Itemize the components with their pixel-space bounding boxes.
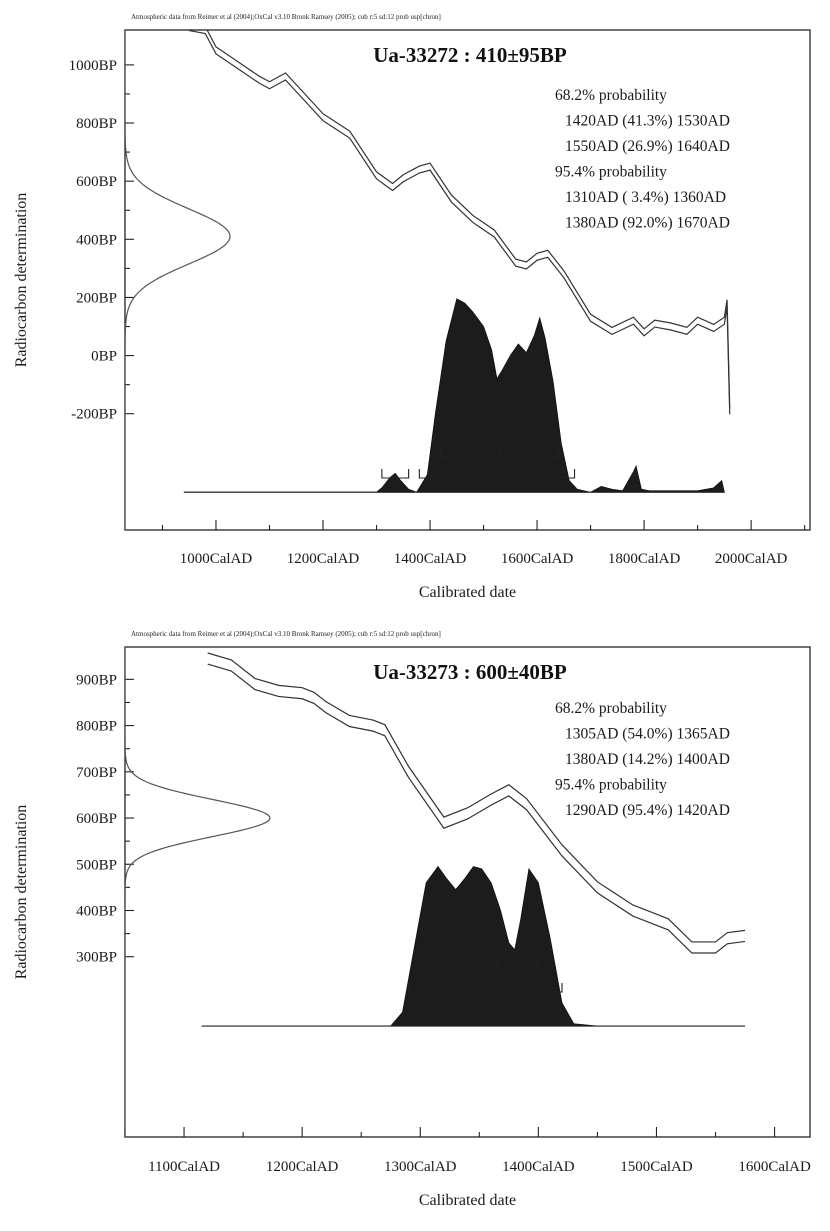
x-axis-title: Calibrated date xyxy=(419,584,516,601)
y-tick-label: 900BP xyxy=(76,672,117,688)
two-sigma-range xyxy=(407,983,563,993)
x-tick-label: 1800CalAD xyxy=(608,551,681,567)
y-tick-label: 400BP xyxy=(76,903,117,919)
calibration-curve-upper xyxy=(206,30,731,408)
probability-range-label: 1380AD (92.0%) 1670AD xyxy=(565,215,730,232)
y-tick-label: 800BP xyxy=(76,719,117,735)
one-sigma-range xyxy=(509,449,560,459)
one-sigma-range xyxy=(425,957,498,967)
y-tick-label: 600BP xyxy=(76,174,117,190)
y-tick-label: 700BP xyxy=(76,765,117,781)
x-tick-label: 1400CalAD xyxy=(394,551,467,567)
x-tick-label: 1600CalAD xyxy=(738,1159,811,1175)
one-sigma-range xyxy=(440,449,501,459)
calibration-curve-lower xyxy=(207,663,746,954)
probability-range-label: 1420AD (41.3%) 1530AD xyxy=(565,113,730,130)
data-credit: Atmospheric data from Reimer et al (2004… xyxy=(131,630,441,638)
probability-range-label: 1305AD (54.0%) 1365AD xyxy=(565,726,730,743)
y-tick-label: -200BP xyxy=(71,407,117,423)
two-sigma-range xyxy=(381,469,410,479)
x-tick-label: 1400CalAD xyxy=(502,1159,575,1175)
probability-range-label: 1550AD (26.9%) 1640AD xyxy=(565,138,730,155)
y-tick-label: 800BP xyxy=(76,116,117,132)
radiocarbon-prior-curve xyxy=(125,647,271,1137)
x-tick-label: 1500CalAD xyxy=(620,1159,693,1175)
x-tick-label: 1600CalAD xyxy=(501,551,574,567)
two-sigma-range xyxy=(418,469,576,479)
calibration-curve-upper xyxy=(207,652,746,943)
y-tick-label: 400BP xyxy=(76,232,117,248)
y-tick-label: 200BP xyxy=(76,290,117,306)
y-tick-label: 300BP xyxy=(76,950,117,966)
probability-heading: 95.4% probability xyxy=(555,777,667,794)
plot-area xyxy=(125,647,746,1137)
probability-range-label: 1380AD (14.2%) 1400AD xyxy=(565,751,730,768)
calibration-curve-lower xyxy=(189,30,731,415)
probability-range-label: 1290AD (95.4%) 1420AD xyxy=(565,802,730,819)
probability-range-label: 1310AD ( 3.4%) 1360AD xyxy=(565,189,726,206)
posterior-distribution xyxy=(201,865,746,1027)
x-tick-label: 2000CalAD xyxy=(715,551,788,567)
y-tick-label: 1000BP xyxy=(69,58,117,74)
chart-title: Ua-33273 : 600±40BP xyxy=(373,660,567,684)
y-tick-label: 500BP xyxy=(76,857,117,873)
y-tick-label: 600BP xyxy=(76,811,117,827)
probability-heading: 68.2% probability xyxy=(555,700,667,717)
x-tick-label: 1200CalAD xyxy=(287,551,360,567)
y-tick-label: 0BP xyxy=(91,349,117,365)
x-tick-label: 1000CalAD xyxy=(180,551,253,567)
one-sigma-range xyxy=(514,957,539,967)
chart-panel-1: Atmospheric data from Reimer et al (2004… xyxy=(13,13,811,601)
x-tick-label: 1100CalAD xyxy=(148,1159,220,1175)
x-axis-title: Calibrated date xyxy=(419,1192,516,1209)
chart-title: Ua-33272 : 410±95BP xyxy=(373,43,567,67)
radiocarbon-prior-curve xyxy=(125,30,231,530)
y-axis-title: Radiocarbon determination xyxy=(13,805,30,980)
y-axis-title: Radiocarbon determination xyxy=(13,193,30,368)
x-tick-label: 1200CalAD xyxy=(266,1159,339,1175)
probability-heading: 68.2% probability xyxy=(555,87,667,104)
probability-heading: 95.4% probability xyxy=(555,164,667,181)
x-tick-label: 1300CalAD xyxy=(384,1159,457,1175)
plot-area xyxy=(125,30,731,530)
chart-panel-2: Atmospheric data from Reimer et al (2004… xyxy=(13,630,811,1209)
data-credit: Atmospheric data from Reimer et al (2004… xyxy=(131,13,441,21)
plot-frame xyxy=(124,29,811,531)
